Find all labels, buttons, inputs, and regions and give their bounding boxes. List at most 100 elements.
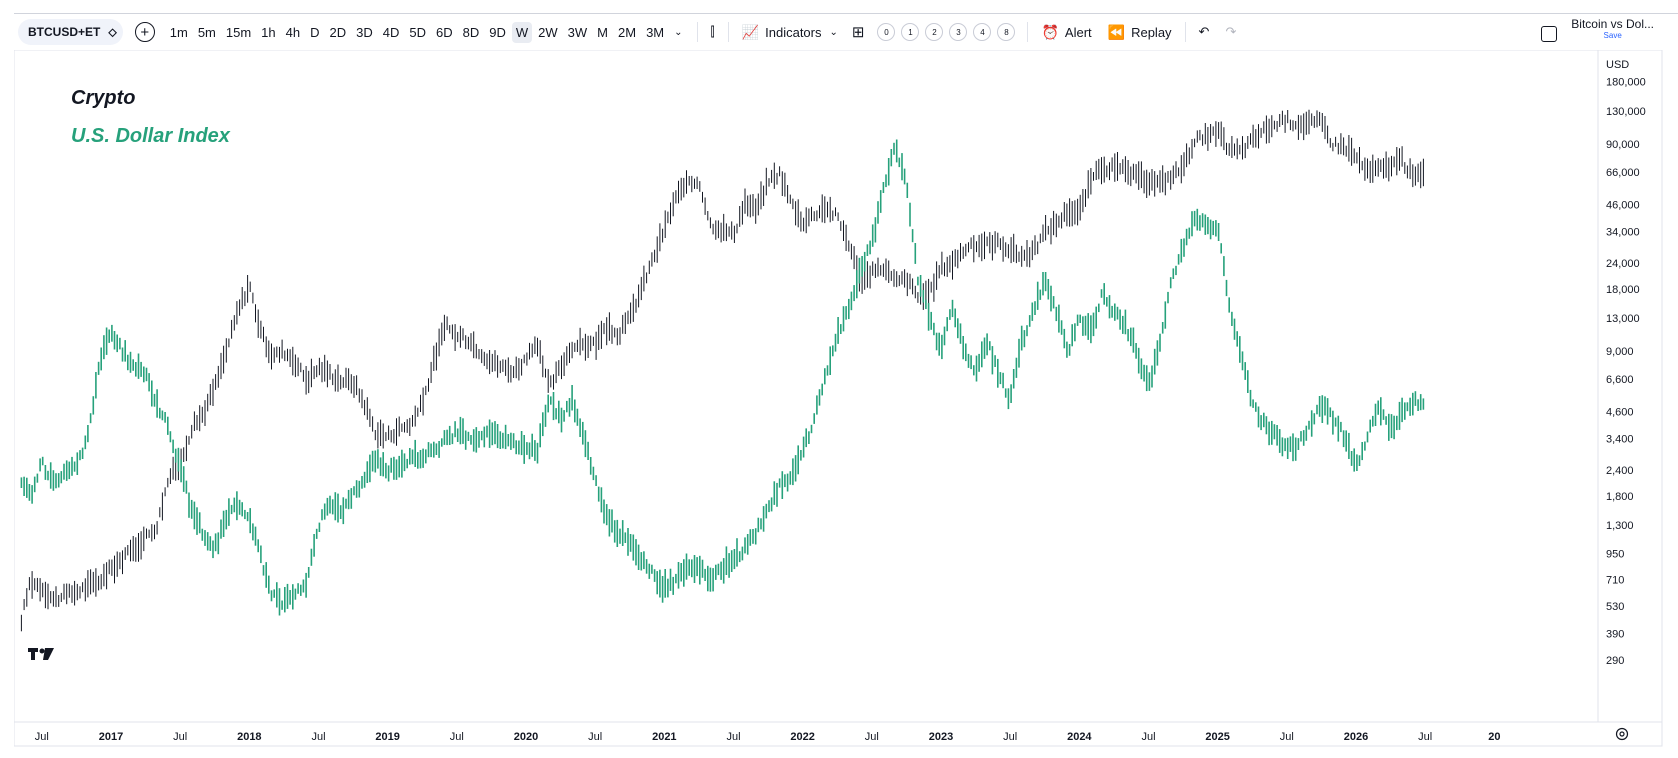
y-tick-label: 710 [1606, 575, 1624, 587]
x-tick-label: Jul [1141, 731, 1155, 743]
x-tick-label: 2023 [929, 731, 953, 743]
layouts-grid-icon[interactable]: ⊞ [851, 24, 865, 41]
series-layer [20, 109, 1425, 632]
x-tick-label: Jul [1280, 731, 1294, 743]
y-tick-label: 90,000 [1606, 139, 1640, 151]
x-tick-label: 2022 [790, 731, 814, 743]
top-border [14, 13, 1678, 14]
layout-number-3[interactable]: 3 [949, 23, 968, 41]
separator [1027, 22, 1029, 42]
x-tick-label: 2019 [375, 731, 399, 743]
layout-title: Bitcoin vs Dol... [1571, 17, 1654, 31]
layout-number-2[interactable]: 2 [925, 23, 944, 41]
y-tick-label: 34,000 [1606, 227, 1640, 239]
diamond-icon[interactable]: ⬦ [108, 24, 117, 39]
y-tick-label: 2,400 [1606, 465, 1634, 477]
timeframe-w[interactable]: W [511, 21, 533, 43]
price-axis[interactable]: 180,000 130,000 90,000 66,000 46,000 34,000 24… [1606, 77, 1646, 667]
layout-number-0[interactable]: 0 [877, 23, 896, 41]
symbol-search[interactable]: BTCUSD+ET ⬦ [18, 19, 123, 45]
y-tick-label: 66,000 [1606, 167, 1640, 179]
chart-background [14, 50, 1664, 750]
redo-icon[interactable]: ↷ [1225, 24, 1237, 39]
chart-svg[interactable]: 180,000 130,000 90,000 66,000 46,000 34,000 24… [13, 49, 1664, 750]
chevron-down-icon: ⌄ [829, 26, 838, 38]
layout-number-8[interactable]: 8 [997, 23, 1016, 41]
y-tick-label: 130,000 [1606, 106, 1646, 118]
x-tick-label: 2024 [1067, 731, 1092, 743]
y-tick-label: 390 [1606, 628, 1624, 640]
y-tick-label: 13,000 [1606, 313, 1640, 325]
chart-frame [13, 49, 1663, 747]
timeframe-3m[interactable]: 3M [646, 24, 665, 40]
x-tick-label: Jul [450, 731, 464, 743]
timeframe-15m[interactable]: 15m [225, 24, 252, 40]
x-tick-label: 2021 [652, 731, 676, 743]
timeframe-2w[interactable]: 2W [538, 24, 558, 40]
timeframe-4h[interactable]: 4h [285, 24, 301, 40]
layout-number-1[interactable]: 1 [901, 23, 920, 41]
x-tick-label: Jul [311, 731, 325, 743]
x-tick-label: 2017 [99, 731, 123, 743]
chevron-down-icon[interactable]: ⌄ [674, 26, 683, 38]
y-tick-label: 4,600 [1606, 406, 1634, 418]
x-tick-label: Jul [35, 731, 49, 743]
timeframe-5d[interactable]: 5D [409, 24, 426, 40]
symbol-label: BTCUSD+ET [28, 25, 101, 39]
y-tick-label: 18,000 [1606, 284, 1640, 296]
alarm-clock-icon: ⏰ [1041, 23, 1059, 40]
alert-label: Alert [1064, 24, 1092, 40]
y-tick-label: 3,400 [1606, 434, 1634, 446]
timeframe-2d[interactable]: 2D [329, 24, 347, 40]
layout-area: Bitcoin vs Dol... Save [1541, 18, 1654, 42]
x-tick-label: 2018 [237, 731, 261, 743]
timeframe-m[interactable]: M [597, 24, 608, 40]
tradingview-logo-icon [28, 648, 54, 660]
layout-number-4[interactable]: 4 [973, 23, 992, 41]
timeframe-9d[interactable]: 9D [489, 24, 506, 40]
y-tick-label: 9,000 [1606, 346, 1634, 358]
bar-style-icon[interactable]: ⫿ [710, 24, 715, 39]
x-tick-label: Jul [865, 731, 879, 743]
replay-button[interactable]: ⏪ Replay [1108, 24, 1172, 41]
timeframe-3d[interactable]: 3D [356, 24, 373, 40]
alert-button[interactable]: ⏰ Alert [1041, 24, 1091, 41]
x-tick-label: Jul [1418, 731, 1432, 743]
x-tick-label: Jul [173, 731, 187, 743]
y-tick-label: 290 [1606, 655, 1624, 667]
undo-icon[interactable]: ↶ [1198, 24, 1210, 39]
legend-crypto: Crypto [71, 87, 135, 109]
chart-area[interactable]: 180,000 130,000 90,000 66,000 46,000 34,000 24… [13, 49, 1664, 750]
timeframe-d[interactable]: D [310, 24, 320, 40]
timeframe-6d[interactable]: 6D [436, 24, 453, 40]
x-tick-label: 20 [1488, 731, 1500, 743]
timeframe-1h[interactable]: 1h [261, 24, 276, 40]
timeframe-4d[interactable]: 4D [382, 24, 400, 40]
timeframe-8d[interactable]: 8D [462, 24, 480, 40]
settings-gear-icon[interactable] [1615, 727, 1629, 741]
sync-checkbox[interactable] [1541, 26, 1558, 42]
timeframe-1m[interactable]: 1m [169, 24, 188, 40]
add-symbol-icon[interactable]: + [134, 22, 155, 42]
y-tick-label: 1,800 [1606, 491, 1634, 503]
timeframe-3w[interactable]: 3W [567, 24, 588, 40]
timeframe-group: 1m 5m 15m 1h 4h D 2D 3D 4D 5D 6D 8D 9D W 2W 3W M 2M 3M [165, 21, 669, 43]
y-tick-label: 950 [1606, 548, 1624, 560]
toolbar: BTCUSD+ET ⬦ + 1m 5m 15m 1h 4h D 2D 3D 4D 5D 6D 8D 9D… [14, 14, 1678, 50]
layout-title-button[interactable]: Bitcoin vs Dol... Save [1571, 17, 1654, 41]
x-tick-label: 2025 [1205, 731, 1229, 743]
y-tick-label: 6,600 [1606, 374, 1634, 386]
series-dollar-index [20, 139, 1425, 616]
indicators-icon: 📈 [741, 23, 760, 40]
x-tick-label: 2020 [514, 731, 538, 743]
currency-label: USD [1606, 59, 1629, 71]
timeframe-5m[interactable]: 5m [197, 24, 216, 40]
y-tick-label: 180,000 [1606, 77, 1646, 89]
indicators-button[interactable]: 📈 Indicators ⌄ [742, 24, 838, 41]
replay-label: Replay [1131, 24, 1172, 40]
separator [696, 22, 698, 42]
separator [1184, 22, 1186, 42]
time-axis[interactable]: Jul 2017 Jul 2018 Jul 2019 Jul 2020 Jul 2021 Jul 20… [35, 731, 1501, 743]
timeframe-2m[interactable]: 2M [618, 24, 637, 40]
